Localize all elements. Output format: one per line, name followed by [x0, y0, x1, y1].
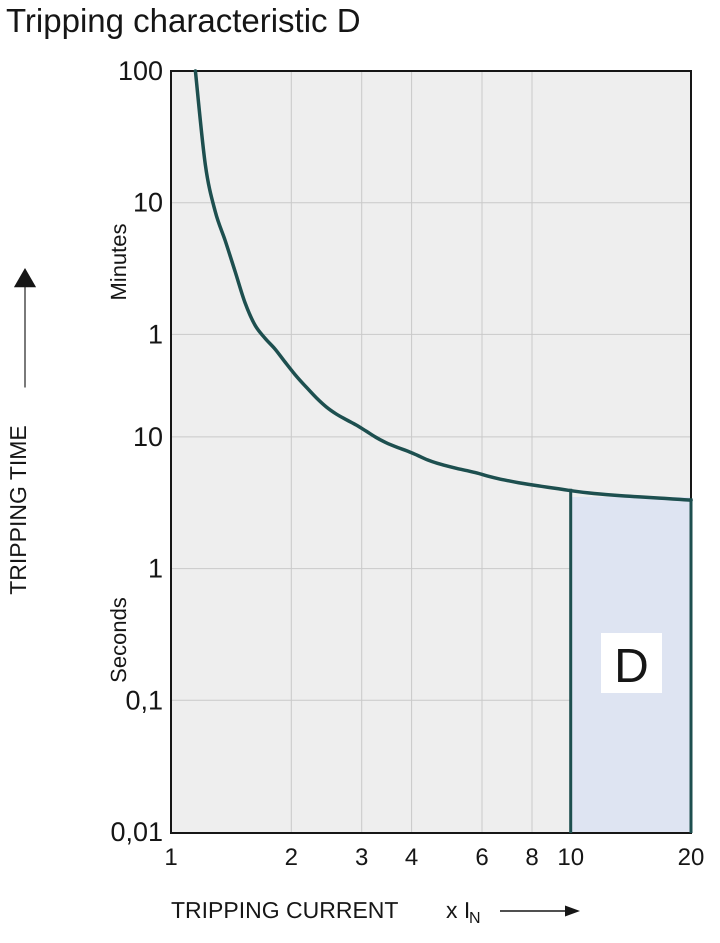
svg-text:D: D: [614, 640, 649, 693]
svg-text:TRIPPING CURRENT: TRIPPING CURRENT: [171, 897, 398, 923]
svg-text:0,1: 0,1: [125, 686, 163, 716]
svg-text:Seconds: Seconds: [106, 597, 131, 683]
svg-text:10: 10: [133, 422, 163, 452]
svg-text:0,01: 0,01: [110, 817, 163, 847]
svg-text:N: N: [469, 910, 481, 927]
svg-text:2: 2: [285, 844, 298, 871]
svg-text:1: 1: [148, 554, 163, 584]
svg-text:8: 8: [525, 844, 538, 871]
svg-text:Minutes: Minutes: [106, 223, 131, 300]
svg-text:6: 6: [475, 844, 488, 871]
svg-text:1: 1: [164, 844, 177, 871]
svg-text:x I: x I: [446, 897, 470, 923]
svg-text:10: 10: [133, 188, 163, 218]
svg-text:TRIPPING TIME: TRIPPING TIME: [5, 425, 31, 595]
svg-text:1: 1: [148, 320, 163, 350]
svg-text:3: 3: [355, 844, 368, 871]
svg-text:100: 100: [118, 56, 163, 86]
svg-text:10: 10: [557, 844, 584, 871]
svg-text:4: 4: [405, 844, 418, 871]
svg-text:20: 20: [678, 844, 705, 871]
